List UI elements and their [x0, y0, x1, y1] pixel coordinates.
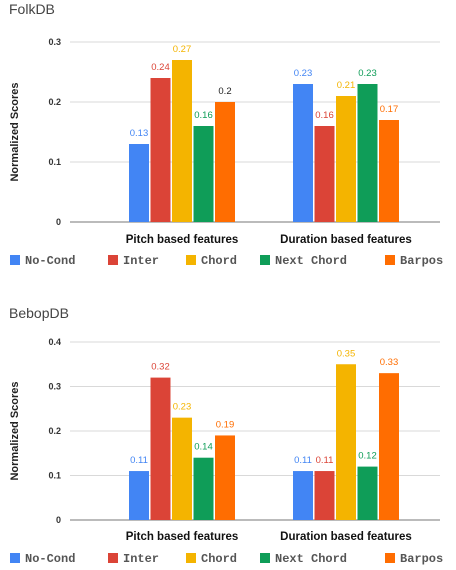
bar-chord	[336, 96, 356, 222]
y-tick-label: 0	[56, 515, 61, 525]
legend-label: Chord	[201, 254, 237, 268]
data-label: 0.21	[337, 80, 356, 91]
legend-swatch	[108, 553, 118, 563]
chart-title: BebopDB	[9, 305, 69, 321]
legend-swatch	[10, 255, 20, 265]
data-label: 0.27	[173, 44, 192, 55]
legend-swatch	[260, 255, 270, 265]
data-label: 0.2	[218, 86, 231, 97]
data-label: 0.23	[358, 68, 377, 79]
bar-inter	[150, 377, 171, 520]
legend-label: Next Chord	[275, 552, 347, 566]
y-tick-label: 0.2	[48, 97, 61, 107]
bar-no-cond	[293, 84, 313, 222]
chart-2: BebopDB 0 0.1 0.2 0.3 0.4 Normalized Scores 0.1…	[9, 305, 443, 566]
bar-barpos	[379, 373, 399, 520]
data-label: 0.14	[194, 442, 213, 453]
data-label: 0.19	[216, 419, 235, 430]
legend-label: Next Chord	[275, 254, 347, 268]
y-tick-label: 0.1	[48, 471, 61, 481]
legend-label: Inter	[123, 552, 159, 566]
legend-label: Barpos	[400, 552, 443, 566]
bar-barpos	[215, 102, 235, 222]
bar-next-chord	[193, 457, 214, 520]
legend-swatch	[108, 255, 118, 265]
y-tick-label: 0.2	[48, 426, 61, 436]
bar-next-chord	[357, 84, 378, 222]
bar-barpos	[215, 435, 235, 520]
bar-barpos	[379, 120, 399, 222]
legend-label: Inter	[123, 254, 159, 268]
data-label: 0.11	[130, 455, 148, 466]
legend-label: No-Cond	[25, 552, 75, 566]
legend-label: Chord	[201, 552, 237, 566]
legend-swatch	[385, 553, 395, 563]
data-label: 0.17	[380, 104, 399, 115]
data-label: 0.16	[194, 110, 213, 121]
bar-inter	[314, 126, 335, 222]
data-label: 0.23	[173, 402, 192, 413]
data-label: 0.33	[380, 357, 399, 368]
y-tick-label: 0.1	[48, 157, 61, 167]
bar-no-cond	[293, 471, 313, 520]
legend-swatch	[186, 255, 196, 265]
bar-chord	[336, 364, 356, 520]
legend-swatch	[260, 553, 270, 563]
bar-chord	[172, 60, 192, 222]
legend-label: Barpos	[400, 254, 443, 268]
data-label: 0.24	[151, 62, 170, 73]
bar-chord	[172, 417, 192, 520]
bar-inter	[314, 471, 335, 520]
y-axis-label: Normalized Scores	[9, 82, 21, 181]
chart-1: FolkDB 0 0.1 0.2 0.3 Normalized Scores 0.13 0.2…	[9, 1, 443, 268]
bar-inter	[150, 78, 171, 222]
y-tick-label: 0.3	[48, 382, 61, 392]
data-label: 0.32	[151, 362, 170, 373]
chart-title: FolkDB	[9, 1, 55, 17]
legend-swatch	[385, 255, 395, 265]
data-label: 0.11	[316, 455, 334, 466]
data-label: 0.23	[294, 68, 313, 79]
data-label: 0.11	[294, 455, 312, 466]
bar-no-cond	[129, 471, 149, 520]
x-category-label: Pitch based features	[126, 234, 238, 246]
legend-swatch	[10, 553, 20, 563]
x-category-label: Duration based features	[280, 234, 412, 246]
y-tick-label: 0	[56, 217, 61, 227]
data-label: 0.12	[358, 451, 377, 462]
y-axis-label: Normalized Scores	[9, 381, 21, 480]
bar-next-chord	[357, 466, 378, 520]
y-tick-label: 0.4	[48, 337, 61, 347]
data-label: 0.35	[337, 348, 356, 359]
y-tick-label: 0.3	[48, 37, 61, 47]
x-category-label: Duration based features	[280, 531, 412, 543]
data-label: 0.13	[130, 128, 149, 139]
legend-label: No-Cond	[25, 254, 75, 268]
legend-swatch	[186, 553, 196, 563]
data-label: 0.16	[315, 110, 334, 121]
bar-no-cond	[129, 144, 149, 222]
x-category-label: Pitch based features	[126, 531, 238, 543]
bar-next-chord	[193, 126, 214, 222]
